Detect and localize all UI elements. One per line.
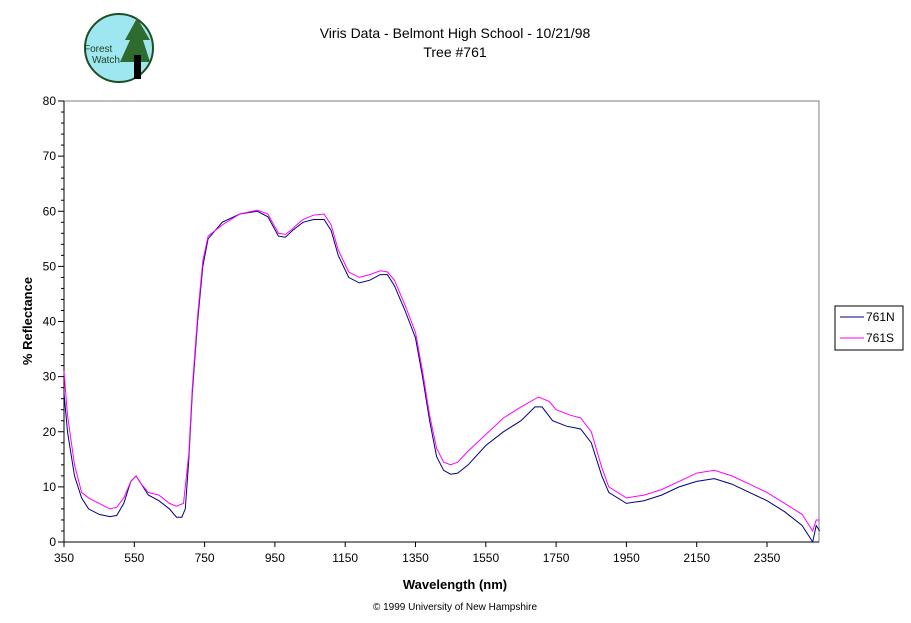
plot-area bbox=[63, 100, 820, 543]
legend-label-761S: 761S bbox=[866, 331, 894, 345]
x-tick-label: 750 bbox=[195, 551, 215, 565]
series-line-761N bbox=[63, 210, 821, 544]
y-tick-label: 50 bbox=[43, 259, 57, 273]
forest-watch-logo: Forest Watch bbox=[84, 13, 154, 83]
copyright-footer: © 1999 University of New Hampshire bbox=[373, 602, 538, 613]
series-line-761S bbox=[63, 209, 820, 533]
chart-title: Viris Data - Belmont High School - 10/21… bbox=[320, 25, 591, 41]
y-tick-label: 10 bbox=[43, 480, 57, 494]
y-tick-label: 20 bbox=[43, 425, 57, 439]
x-tick-label: 1150 bbox=[332, 551, 358, 565]
x-tick-label: 350 bbox=[54, 551, 74, 565]
x-tick-label: 950 bbox=[265, 551, 285, 565]
x-tick-label: 2350 bbox=[754, 551, 781, 565]
logo-text-watch: Watch bbox=[92, 55, 120, 66]
x-tick-label: 1750 bbox=[543, 551, 570, 565]
x-tick-label: 1350 bbox=[402, 551, 429, 565]
legend: 761N 761S bbox=[834, 305, 904, 351]
chart-subtitle: Tree #761 bbox=[423, 44, 487, 60]
legend-label-761N: 761N bbox=[866, 310, 895, 324]
x-axis-label: Wavelength (nm) bbox=[403, 577, 507, 592]
y-tick-label: 30 bbox=[43, 370, 57, 384]
x-tick-label: 550 bbox=[124, 551, 144, 565]
y-axis-label: % Reflectance bbox=[20, 277, 35, 365]
y-tick-label: 80 bbox=[43, 94, 57, 108]
x-tick-label: 2150 bbox=[683, 551, 710, 565]
y-tick-label: 60 bbox=[43, 204, 57, 218]
x-tick-label: 1550 bbox=[472, 551, 499, 565]
y-tick-label: 40 bbox=[43, 315, 57, 329]
x-tick-label: 1950 bbox=[613, 551, 640, 565]
y-tick-label: 0 bbox=[49, 535, 56, 549]
y-tick-label: 70 bbox=[43, 149, 57, 163]
logo-text-forest: Forest bbox=[84, 44, 113, 55]
